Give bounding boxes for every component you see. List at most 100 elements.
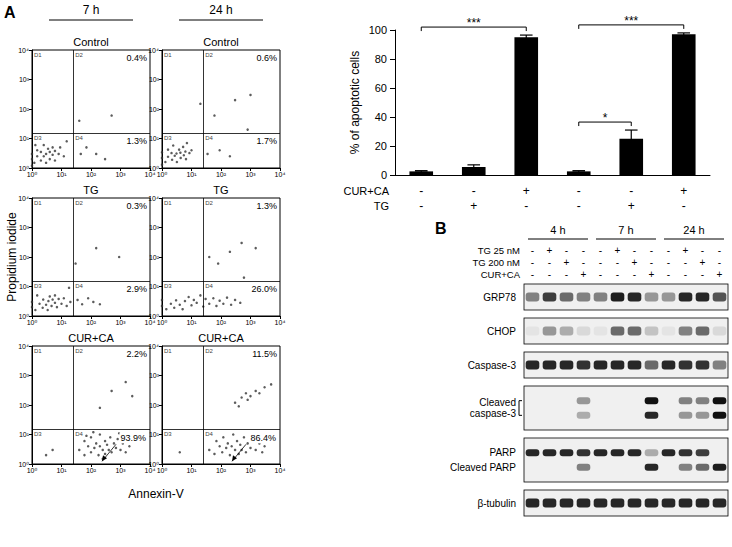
svg-text:-: - [667,245,670,256]
svg-text:7 h: 7 h [83,3,100,17]
svg-text:10²: 10² [149,402,160,409]
svg-text:-: - [684,257,687,268]
svg-text:10⁴: 10⁴ [18,343,29,350]
svg-text:TG 25 nM: TG 25 nM [478,245,520,256]
svg-text:10³: 10³ [245,171,256,178]
svg-text:+: + [628,199,635,213]
svg-text:-: - [701,245,704,256]
svg-text:-: - [548,257,551,268]
svg-text:-: - [419,199,423,213]
svg-text:-: - [565,245,568,256]
svg-text:PARP: PARP [490,447,517,458]
svg-text:-: - [650,257,653,268]
svg-text:***: *** [467,16,481,30]
svg-text:60: 60 [375,82,387,94]
svg-text:10¹: 10¹ [186,171,197,178]
svg-text:-: - [531,257,534,268]
svg-text:10³: 10³ [115,467,126,474]
svg-text:D2: D2 [75,200,83,206]
svg-text:10¹: 10¹ [19,283,30,290]
svg-text:10⁴: 10⁴ [275,467,286,474]
svg-text:10³: 10³ [19,224,30,231]
svg-text:10⁰: 10⁰ [157,467,168,474]
svg-text:TG 200 nM: TG 200 nM [472,257,520,268]
svg-text:CUR+CA: CUR+CA [68,332,114,344]
svg-text:D2: D2 [205,348,213,354]
svg-text:CUR+CA: CUR+CA [481,269,521,280]
svg-text:86.4%: 86.4% [250,433,276,443]
svg-text:-: - [718,257,721,268]
svg-text:Cleaved PARP: Cleaved PARP [450,462,516,473]
svg-text:+: + [683,245,689,256]
svg-text:D1: D1 [164,52,172,58]
svg-text:-: - [472,184,476,198]
svg-text:24 h: 24 h [683,224,704,236]
svg-text:10²: 10² [216,319,227,326]
svg-text:10¹: 10¹ [56,467,67,474]
svg-text:-: - [682,199,686,213]
svg-text:-: - [577,199,581,213]
svg-text:10³: 10³ [245,467,256,474]
svg-text:-: - [684,269,687,280]
svg-text:10³: 10³ [149,76,160,83]
svg-text:+: + [649,269,655,280]
svg-text:+: + [632,257,638,268]
svg-text:10⁰: 10⁰ [27,171,38,178]
svg-text:24 h: 24 h [209,3,232,17]
svg-text:-: - [524,199,528,213]
svg-text:0: 0 [381,169,387,181]
svg-text:1.7%: 1.7% [256,136,277,146]
svg-text:D3: D3 [34,431,42,437]
svg-text:10¹: 10¹ [19,135,30,142]
svg-text:D1: D1 [164,348,172,354]
svg-text:10¹: 10¹ [149,283,160,290]
svg-text:10¹: 10¹ [186,319,197,326]
svg-text:+: + [523,184,530,198]
svg-text:10⁴: 10⁴ [18,195,29,202]
svg-text:4 h: 4 h [550,224,565,236]
svg-text:+: + [615,245,621,256]
svg-text:Annexin-V: Annexin-V [128,487,183,501]
svg-text:10⁴: 10⁴ [148,47,159,54]
svg-text:D3: D3 [164,135,172,141]
svg-text:10⁴: 10⁴ [145,467,156,474]
svg-text:10²: 10² [19,254,30,261]
svg-text:0.6%: 0.6% [256,53,277,63]
svg-text:10⁴: 10⁴ [145,171,156,178]
svg-text:D2: D2 [205,200,213,206]
svg-text:10²: 10² [86,319,97,326]
svg-text:10¹: 10¹ [56,171,67,178]
svg-text:% of apoptotic cells: % of apoptotic cells [348,51,362,154]
svg-text:+: + [547,245,553,256]
svg-text:+: + [680,184,687,198]
svg-text:-: - [633,245,636,256]
svg-text:-: - [650,245,653,256]
svg-text:D1: D1 [164,200,172,206]
svg-text:D1: D1 [34,348,42,354]
svg-text:10⁴: 10⁴ [148,195,159,202]
svg-text:-: - [616,257,619,268]
svg-text:10³: 10³ [19,372,30,379]
svg-text:11.5%: 11.5% [252,349,277,359]
svg-text:10⁴: 10⁴ [148,343,159,350]
svg-text:CUR+CA: CUR+CA [343,185,389,197]
svg-text:10⁴: 10⁴ [18,47,29,54]
svg-text:10⁴: 10⁴ [275,171,286,178]
svg-text:10⁰: 10⁰ [157,319,168,326]
svg-text:10¹: 10¹ [149,135,160,142]
svg-text:0.4%: 0.4% [126,53,147,63]
svg-text:10³: 10³ [19,76,30,83]
svg-text:10¹: 10¹ [186,467,197,474]
svg-text:-: - [629,184,633,198]
svg-text:93.9%: 93.9% [120,433,146,443]
svg-text:2.9%: 2.9% [126,284,147,294]
svg-text:-: - [548,269,551,280]
svg-text:A: A [4,4,16,21]
svg-text:10³: 10³ [245,319,256,326]
svg-text:Control: Control [73,36,108,48]
svg-text:Cleavedcaspase-3: Cleavedcaspase-3 [470,397,517,419]
svg-text:CUR+CA: CUR+CA [198,332,244,344]
svg-text:10⁴: 10⁴ [145,319,156,326]
svg-text:0.3%: 0.3% [126,201,147,211]
svg-text:+: + [564,257,570,268]
